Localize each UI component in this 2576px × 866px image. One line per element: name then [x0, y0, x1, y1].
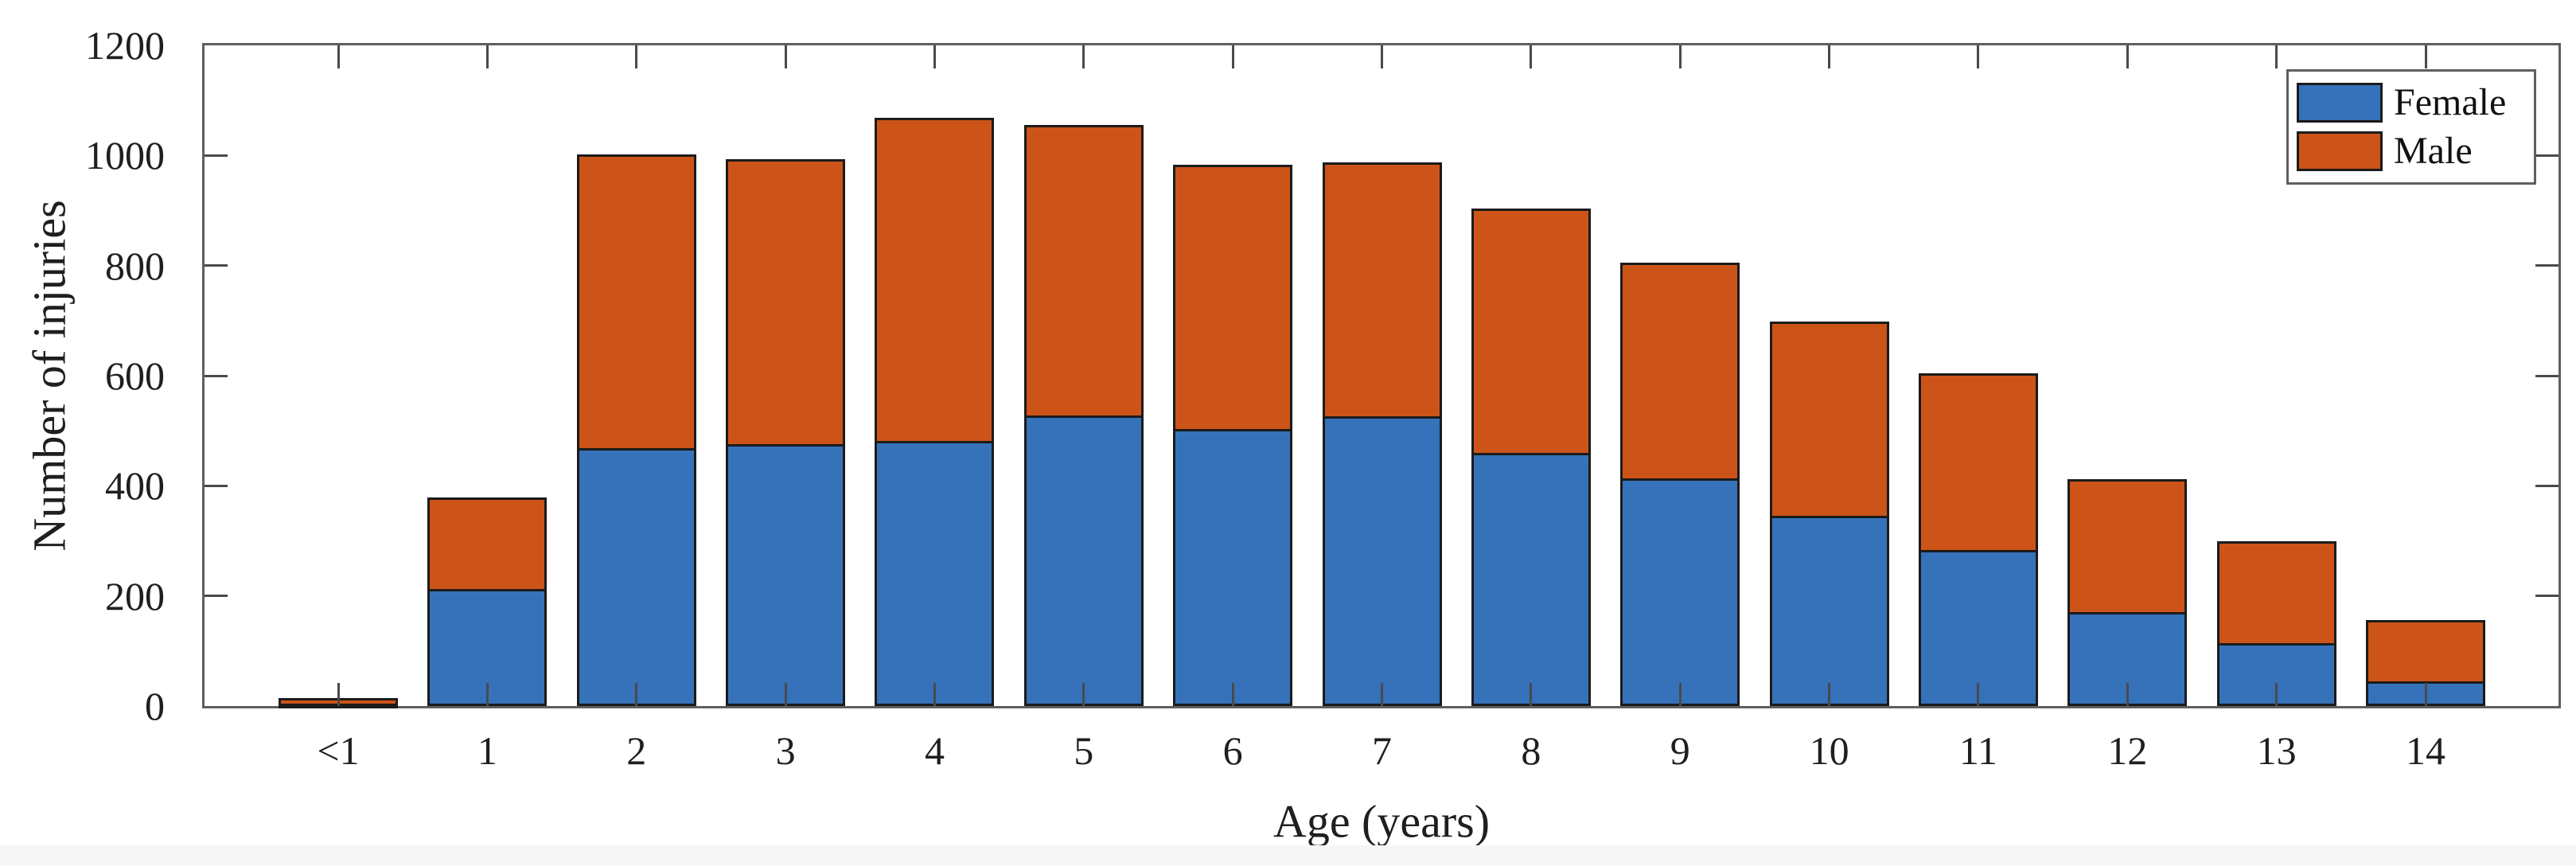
x-tick-top [2424, 45, 2427, 68]
bar-segment-male [2067, 479, 2188, 615]
bar-segment-male [1322, 162, 1442, 419]
x-tick-label: 6 [1222, 728, 1243, 773]
x-tick-label: 7 [1372, 728, 1393, 773]
bar-segment-male [726, 159, 846, 447]
bar-segment-female [1322, 416, 1442, 706]
x-tick-top [1082, 45, 1085, 68]
x-tick-label: 8 [1521, 728, 1541, 773]
bar-segment-male [427, 497, 548, 592]
x-tick-bottom [1530, 683, 1533, 706]
legend-item-male: Male [2297, 131, 2526, 172]
bar-segment-female [1769, 515, 1889, 706]
x-tick-bottom [1828, 683, 1831, 706]
x-tick-top [2275, 45, 2278, 68]
x-tick-label: 13 [2256, 728, 2297, 773]
bar-segment-female [1173, 429, 1293, 706]
x-tick-label: 14 [2406, 728, 2446, 773]
bar-segment-male [875, 118, 995, 444]
plot-area [202, 43, 2561, 708]
x-tick-label: 9 [1670, 728, 1690, 773]
x-tick-top [1530, 45, 1533, 68]
x-tick-bottom [784, 683, 787, 706]
bar-segment-male [1769, 321, 1889, 518]
x-tick-bottom [337, 683, 340, 706]
x-tick-bottom [1082, 683, 1085, 706]
x-tick-bottom [1678, 683, 1682, 706]
legend-label-male: Male [2394, 130, 2473, 172]
x-tick-top [485, 45, 489, 68]
y-tick-label: 1200 [85, 23, 165, 68]
bar-segment-female [1471, 452, 1591, 706]
y-tick-right [2535, 484, 2558, 487]
y-tick-left [205, 154, 228, 157]
x-tick-top [1381, 45, 1384, 68]
bar-segment-male [576, 154, 696, 451]
y-tick-right [2535, 374, 2558, 377]
x-tick-bottom [2275, 683, 2278, 706]
y-tick-label: 0 [145, 684, 165, 728]
x-tick-label: 4 [924, 728, 945, 773]
x-tick-top [2126, 45, 2129, 68]
legend-swatch-male [2297, 131, 2383, 171]
x-axis-title: Age (years) [1272, 795, 1491, 848]
x-tick-bottom [2424, 683, 2427, 706]
x-tick-label: 11 [1958, 728, 1998, 773]
bar-segment-male [2366, 620, 2486, 684]
x-tick-label: 10 [1809, 728, 1849, 773]
legend: Female Male [2286, 69, 2536, 185]
bar-segment-male [1620, 263, 1740, 481]
x-tick-bottom [1977, 683, 1980, 706]
legend-item-female: Female [2297, 82, 2526, 123]
x-tick-label: 1 [477, 728, 497, 773]
x-tick-top [1678, 45, 1682, 68]
x-tick-top [1828, 45, 1831, 68]
x-tick-bottom [635, 683, 638, 706]
y-tick-right [2535, 264, 2558, 267]
bar-segment-female [1620, 478, 1740, 706]
x-tick-label: <1 [317, 728, 360, 773]
y-tick-left [205, 374, 228, 377]
x-tick-top [1977, 45, 1980, 68]
x-tick-top [1231, 45, 1234, 68]
bar-segment-female [726, 443, 846, 706]
y-tick-label: 200 [105, 573, 165, 618]
x-tick-bottom [485, 683, 489, 706]
x-tick-bottom [1381, 683, 1384, 706]
y-tick-left [205, 264, 228, 267]
bar-segment-male [1173, 165, 1293, 432]
y-tick-label: 800 [105, 243, 165, 288]
x-tick-label: 5 [1074, 728, 1094, 773]
x-tick-label: 3 [775, 728, 796, 773]
x-tick-top [784, 45, 787, 68]
x-tick-top [933, 45, 936, 68]
y-tick-left [205, 484, 228, 487]
y-tick-label: 600 [105, 353, 165, 398]
x-tick-top [337, 45, 340, 68]
y-tick-label: 400 [105, 463, 165, 509]
bar-segment-female [1023, 415, 1144, 706]
x-tick-bottom [1231, 683, 1234, 706]
y-tick-right [2535, 595, 2558, 598]
x-tick-bottom [2126, 683, 2129, 706]
bar-segment-male [1023, 124, 1144, 419]
legend-label-female: Female [2394, 81, 2507, 123]
x-tick-label: 12 [2107, 728, 2148, 773]
bar-segment-male [1471, 209, 1591, 455]
x-tick-bottom [933, 683, 936, 706]
x-tick-label: 2 [626, 728, 647, 773]
legend-swatch-female [2297, 83, 2383, 123]
y-tick-label: 1000 [85, 133, 165, 178]
x-tick-top [635, 45, 638, 68]
bar-segment-male [2216, 540, 2336, 646]
bar-segment-female [576, 448, 696, 706]
page-edge [0, 845, 2576, 866]
y-tick-left [205, 595, 228, 598]
bar-segment-male [1918, 373, 2038, 552]
y-tick-right [2535, 154, 2558, 157]
bar-segment-female [875, 441, 995, 706]
